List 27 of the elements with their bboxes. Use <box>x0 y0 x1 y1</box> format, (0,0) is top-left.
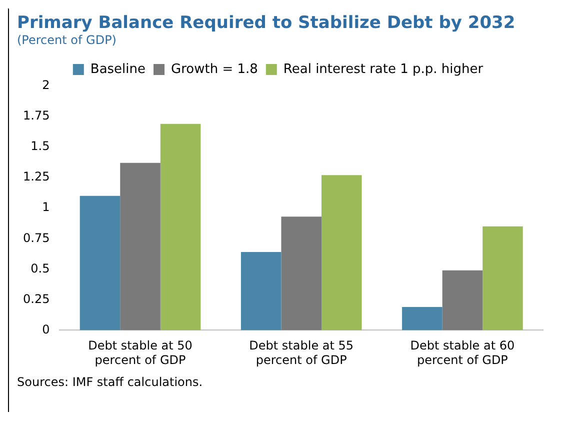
bar <box>160 124 201 330</box>
y-tick-label: 0 <box>42 322 50 336</box>
chart-title: Primary Balance Required to Stabilize Debt by 2032 <box>16 12 516 33</box>
bar <box>442 270 483 330</box>
y-tick-label: 1 <box>42 200 50 214</box>
y-tick-label: 1.5 <box>30 139 50 154</box>
x-tick-label: Debt stable at 55 percent of GDP <box>249 338 354 367</box>
bar <box>120 162 160 330</box>
x-tick-label: Debt stable at 60 percent of GDP <box>410 338 515 367</box>
source-note: Sources: IMF staff calculations. <box>16 375 204 389</box>
chart-subtitle: (Percent of GDP) <box>16 33 118 47</box>
bar <box>402 307 442 330</box>
y-tick-label: 1.75 <box>23 108 50 123</box>
bar <box>240 252 282 330</box>
bar <box>321 175 362 330</box>
legend-label: Growth = 1.8 <box>171 62 258 77</box>
y-tick-label: 0.25 <box>23 292 50 306</box>
bar <box>80 196 120 330</box>
y-tick-label: 2 <box>42 78 50 92</box>
legend-label: Baseline <box>90 62 146 77</box>
x-tick-label: Debt stable at 50 percent of GDP <box>88 338 192 367</box>
y-tick-label: 0.5 <box>30 261 50 276</box>
legend-label: Real interest rate 1 p.p. higher <box>283 62 484 77</box>
bar <box>482 226 523 330</box>
bar <box>281 216 322 330</box>
y-tick-label: 1.25 <box>23 170 50 184</box>
y-tick-label: 0.75 <box>23 230 50 245</box>
